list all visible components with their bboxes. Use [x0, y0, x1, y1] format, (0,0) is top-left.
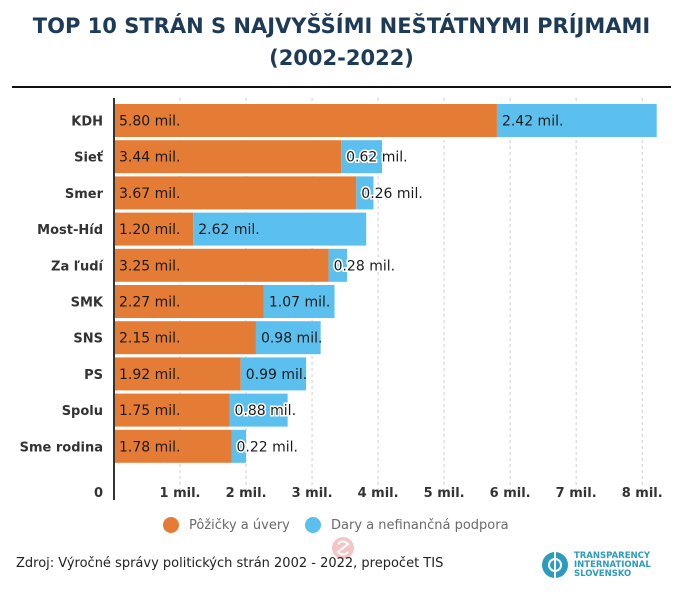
category-label: Sieť [74, 151, 104, 166]
x-tick-label: 6 mil. [490, 486, 531, 501]
data-label: 0.99 mil. [246, 367, 308, 383]
legend-swatch-donations [305, 517, 321, 533]
logo-line-2: INTERNATIONAL [574, 559, 651, 570]
data-label: 1.20 mil. [119, 222, 181, 238]
data-label: 1.78 mil. [119, 439, 181, 455]
logo-line-3: SLOVENSKO [574, 568, 632, 579]
bar-segment-donations [240, 357, 307, 391]
bar-segment-donations [231, 429, 247, 463]
category-label: Spolu [62, 404, 103, 419]
x-tick-label: 7 mil. [556, 486, 597, 501]
chart-title-line1: TOP 10 STRÁN S NAJVYŠŠÍMI NEŠTÁTNYMI PRÍ… [32, 14, 651, 38]
x-tick-label: 5 mil. [424, 486, 465, 501]
logo-text: TRANSPARENCY INTERNATIONAL SLOVENSKO [574, 550, 651, 579]
bar-segment-loans [114, 104, 497, 137]
data-label: 0.28 mil. [334, 258, 396, 274]
bar-segment-loans [114, 285, 264, 318]
legend-item-donations: Dary a nefinančná podpora [305, 517, 509, 533]
logo-line-1: TRANSPARENCY [574, 550, 651, 561]
x-tick-label: 2 mil. [226, 486, 267, 501]
data-label: 3.25 mil. [119, 258, 181, 274]
x-tick-label: 4 mil. [358, 486, 399, 501]
data-label: 1.07 mil. [269, 295, 331, 311]
bar-segment-donations [229, 393, 288, 427]
x-tick-label: 8 mil. [622, 486, 663, 501]
bar-segment-donations [356, 176, 374, 210]
legend-swatch-loans [163, 517, 179, 533]
bar-segment-donations [263, 285, 335, 318]
watermark-icon [332, 537, 354, 559]
data-label: 0.26 mil. [361, 186, 423, 202]
bar-segment-donations [496, 104, 657, 137]
bar-segment-loans [114, 393, 230, 427]
category-label: Sme rodina [20, 440, 103, 455]
ti-emblem-icon [542, 552, 568, 578]
category-label: Most-Híd [37, 223, 103, 238]
category-label: SNS [73, 332, 103, 347]
bar-segment-donations [328, 248, 348, 282]
data-label: 5.80 mil. [119, 114, 181, 130]
data-label: 0.98 mil. [261, 331, 323, 347]
bar-segment-loans [114, 176, 357, 210]
category-label: KDH [71, 115, 103, 130]
source-note: Zdroj: Výročné správy politických strán … [16, 556, 444, 571]
category-label: Za ľudí [51, 259, 105, 274]
bar-segment-loans [114, 429, 232, 463]
bar-segment-loans [114, 248, 329, 282]
bar-segment-loans [114, 357, 241, 391]
bar-segment-donations [255, 321, 321, 355]
data-label: 2.42 mil. [502, 114, 564, 130]
data-label: 0.22 mil. [237, 439, 299, 455]
legend-item-loans: Pôžičky a úvery [163, 517, 290, 533]
stacked-bar-chart: KDH 5.80 mil. 2.42 mil. Sieť 3.44 mil. 0.62 m… [20, 98, 663, 501]
chart-title: TOP 10 STRÁN S NAJVYŠŠÍMI NEŠTÁTNYMI PRÍ… [0, 10, 683, 74]
x-tick-label: 0 [94, 486, 103, 501]
x-tick-label: 1 mil. [160, 486, 201, 501]
data-label: 0.88 mil. [235, 403, 297, 419]
category-label: SMK [71, 296, 104, 311]
category-label: Smer [65, 187, 104, 202]
data-label: 3.44 mil. [119, 150, 181, 166]
bar-segment-loans [114, 140, 342, 174]
title-divider [12, 86, 671, 88]
legend-label-donations: Dary a nefinančná podpora [331, 517, 509, 533]
bar-segment-loans [114, 321, 256, 355]
data-label: 0.62 mil. [346, 150, 408, 166]
x-tick-label: 3 mil. [292, 486, 333, 501]
bar-segment-donations [193, 212, 367, 246]
legend-label-loans: Pôžičky a úvery [189, 517, 290, 533]
bar-segment-donations [341, 140, 383, 174]
legend: Pôžičky a úvery Dary a nefinančná podpor… [0, 517, 683, 537]
data-label: 1.92 mil. [119, 367, 181, 383]
data-label: 2.27 mil. [119, 295, 181, 311]
chart-title-line2: (2002-2022) [269, 46, 414, 70]
data-label: 2.62 mil. [198, 222, 260, 238]
category-label: PS [84, 368, 103, 383]
data-label: 3.67 mil. [119, 186, 181, 202]
transparency-international-logo: TRANSPARENCY INTERNATIONAL SLOVENSKO [540, 550, 651, 580]
data-label: 2.15 mil. [119, 331, 181, 347]
data-label: 1.75 mil. [119, 403, 181, 419]
bar-segment-loans [114, 212, 194, 246]
